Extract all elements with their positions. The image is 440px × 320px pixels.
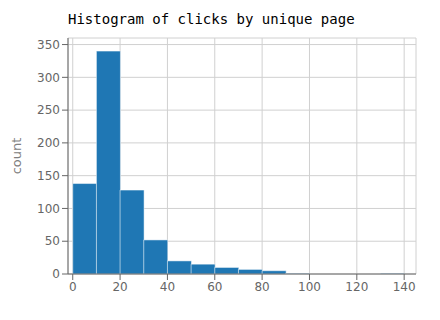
svg-text:300: 300 xyxy=(37,71,60,85)
svg-text:0: 0 xyxy=(69,280,77,294)
svg-text:250: 250 xyxy=(37,103,60,117)
svg-text:100: 100 xyxy=(37,202,60,216)
svg-text:150: 150 xyxy=(37,169,60,183)
svg-text:0: 0 xyxy=(52,267,60,281)
svg-text:60: 60 xyxy=(207,280,222,294)
svg-text:80: 80 xyxy=(254,280,269,294)
svg-text:350: 350 xyxy=(37,38,60,52)
svg-text:140: 140 xyxy=(393,280,416,294)
html-text:Histogram of clicks by unique: Histogram of clicks by unique page xyxy=(68,11,355,27)
svg-text:120: 120 xyxy=(345,280,368,294)
svg-text:100: 100 xyxy=(298,280,321,294)
svg-text:50: 50 xyxy=(45,234,60,248)
svg-text:count: count xyxy=(9,138,24,175)
svg-text:200: 200 xyxy=(37,136,60,150)
svg-text:20: 20 xyxy=(112,280,127,294)
svg-text:40: 40 xyxy=(160,280,175,294)
